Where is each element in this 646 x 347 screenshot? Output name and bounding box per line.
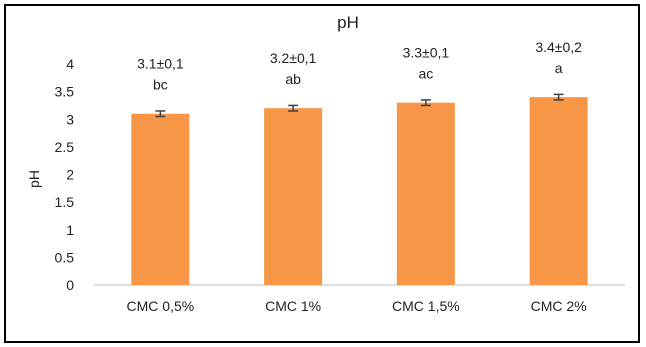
error-bars (155, 93, 564, 118)
data-label-value: 3.4±0,2 (535, 39, 582, 55)
y-axis-label: pH (26, 170, 42, 188)
data-label-group: bc (153, 77, 168, 93)
bar (131, 113, 190, 285)
chart-svg: pH pH 00.511.522.533.54 CMC 0,5% CMC 1% CM… (26, 13, 625, 314)
chart-frame: pH pH 0 0.5 1 1.5 2 2.5 3 3.5 4 CMC 0,5% CMC 1% CM… (4, 4, 640, 343)
data-label-group: ac (418, 66, 433, 82)
bar (396, 102, 455, 285)
x-tick-label: CMC 0,5% (127, 298, 195, 314)
x-axis-ticks: CMC 0,5% CMC 1% CMC 1,5% CMC 2% (127, 298, 587, 314)
y-tick-label: 1.5 (55, 194, 75, 210)
y-axis-ticks: 0 0.5 1 1.5 2 2.5 3 3.5 4 (55, 56, 75, 293)
y-tick-label: 0.5 (55, 249, 75, 265)
data-label-group: a (555, 60, 563, 76)
data-label-group: ab (285, 71, 301, 87)
x-tick-label: CMC 2% (531, 298, 587, 314)
y-tick-label: 2 (66, 167, 74, 183)
y-tick-label: 4 (66, 56, 74, 72)
y-tick-label: 1 (66, 222, 74, 238)
data-label-value: 3.3±0,1 (403, 45, 450, 61)
y-tick-label: 0 (66, 277, 74, 293)
y-tick-label: 2.5 (55, 139, 75, 155)
y-tick-label: 3.5 (55, 84, 75, 100)
bar (264, 108, 323, 285)
bars (131, 97, 588, 286)
x-tick-label: CMC 1,5% (392, 298, 460, 314)
y-tick-label: 3 (66, 111, 74, 127)
bar-annotations: 3.1±0,1 bc 3.2±0,1 ab 3.3±0,1 ac 3.4±0,2 a (137, 39, 582, 93)
chart-title: pH (337, 13, 359, 32)
bar (529, 97, 588, 286)
x-tick-label: CMC 1% (265, 298, 321, 314)
data-label-value: 3.1±0,1 (137, 56, 184, 72)
data-label-value: 3.2±0,1 (270, 50, 317, 66)
